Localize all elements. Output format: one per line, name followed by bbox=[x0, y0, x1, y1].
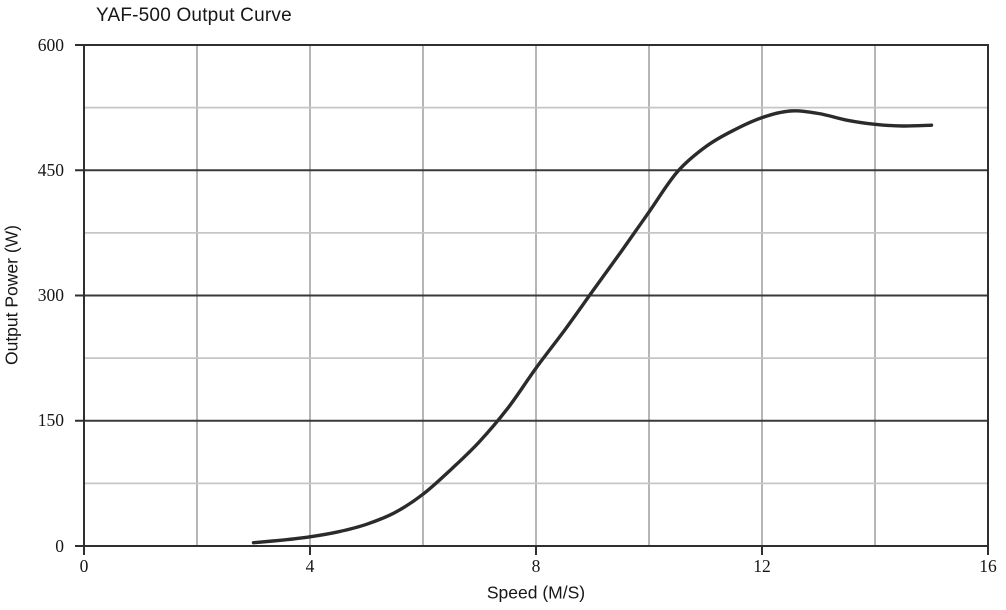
x-axis-title: Speed (M/S) bbox=[486, 582, 586, 603]
x-tick-label: 12 bbox=[753, 556, 771, 576]
chart-title: YAF-500 Output Curve bbox=[96, 5, 292, 26]
y-tick-label: 0 bbox=[55, 535, 64, 556]
y-tick-label: 150 bbox=[37, 410, 64, 431]
output-power-curve bbox=[251, 109, 934, 545]
x-tick-label: 8 bbox=[531, 556, 541, 576]
y-tick-label: 450 bbox=[37, 159, 64, 180]
x-tick-label: 4 bbox=[305, 556, 315, 576]
x-tick-label: 16 bbox=[979, 556, 997, 576]
y-tick-label: 600 bbox=[37, 34, 64, 55]
y-tick-label: 300 bbox=[37, 285, 64, 305]
x-tick-label: 0 bbox=[79, 556, 89, 576]
